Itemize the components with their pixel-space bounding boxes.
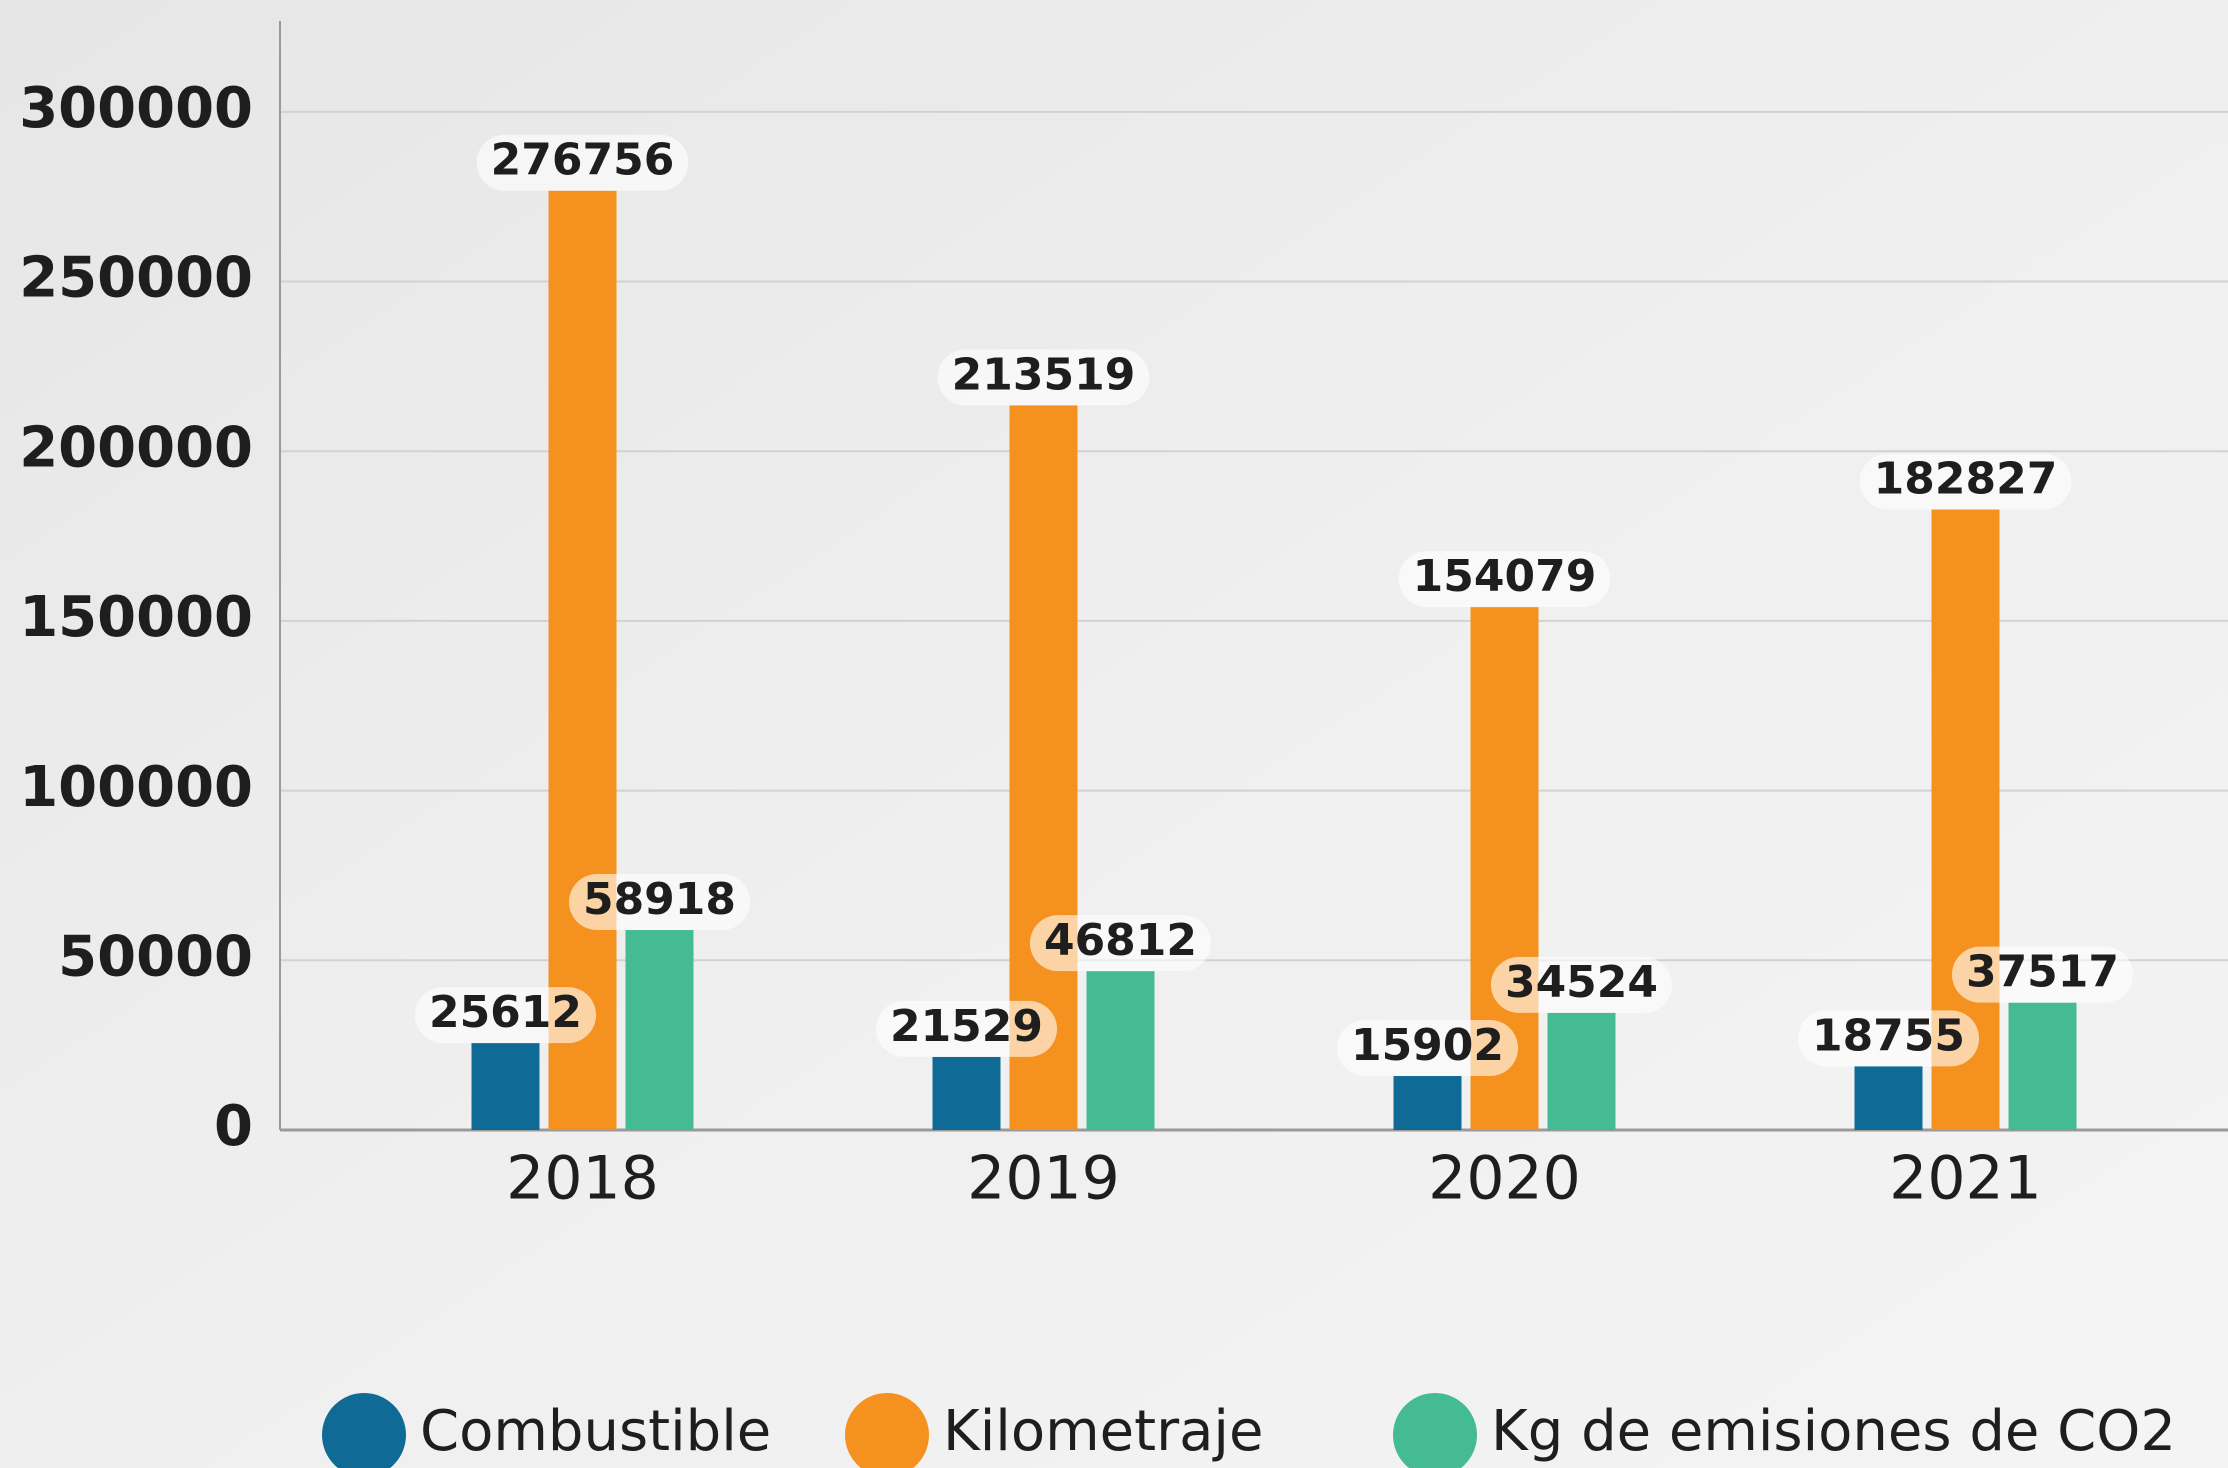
value-label: 213519 <box>952 349 1136 400</box>
x-tick-label: 2020 <box>1428 1144 1581 1214</box>
y-tick-label: 50000 <box>58 924 253 989</box>
value-label: 58918 <box>583 874 736 925</box>
bar <box>933 1057 1001 1130</box>
bar <box>1087 971 1155 1130</box>
y-tick-label: 250000 <box>19 246 253 311</box>
value-label: 34524 <box>1505 957 1658 1008</box>
y-tick-label: 0 <box>214 1094 253 1159</box>
x-tick-label: 2021 <box>1889 1144 2042 1214</box>
background <box>0 0 2228 1468</box>
y-tick-label: 100000 <box>19 755 253 820</box>
bar <box>1855 1066 1923 1130</box>
legend-label: Kg de emisiones de CO2 <box>1491 1399 2176 1464</box>
x-tick-label: 2019 <box>967 1144 1120 1214</box>
bar <box>626 930 694 1130</box>
bar <box>1548 1013 1616 1130</box>
value-label: 18755 <box>1812 1010 1965 1061</box>
bar <box>1394 1076 1462 1130</box>
x-tick-label: 2018 <box>506 1144 659 1214</box>
value-label: 25612 <box>429 987 582 1038</box>
value-label: 37517 <box>1966 947 2119 998</box>
y-tick-label: 300000 <box>19 76 253 141</box>
chart: 0 50000 100000 150000 200000 250000 300000 2018… <box>0 0 2228 1468</box>
value-label: 276756 <box>491 135 675 186</box>
value-label: 21529 <box>890 1001 1043 1052</box>
value-label: 46812 <box>1044 915 1197 966</box>
y-tick-label: 200000 <box>19 415 253 480</box>
value-label: 182827 <box>1874 454 2058 505</box>
legend-label: Kilometraje <box>943 1399 1263 1464</box>
bar <box>2009 1003 2077 1130</box>
value-label: 15902 <box>1351 1020 1504 1071</box>
bar <box>472 1043 540 1130</box>
value-label: 154079 <box>1413 551 1597 602</box>
y-tick-label: 150000 <box>19 585 253 650</box>
legend-label: Combustible <box>420 1399 771 1464</box>
